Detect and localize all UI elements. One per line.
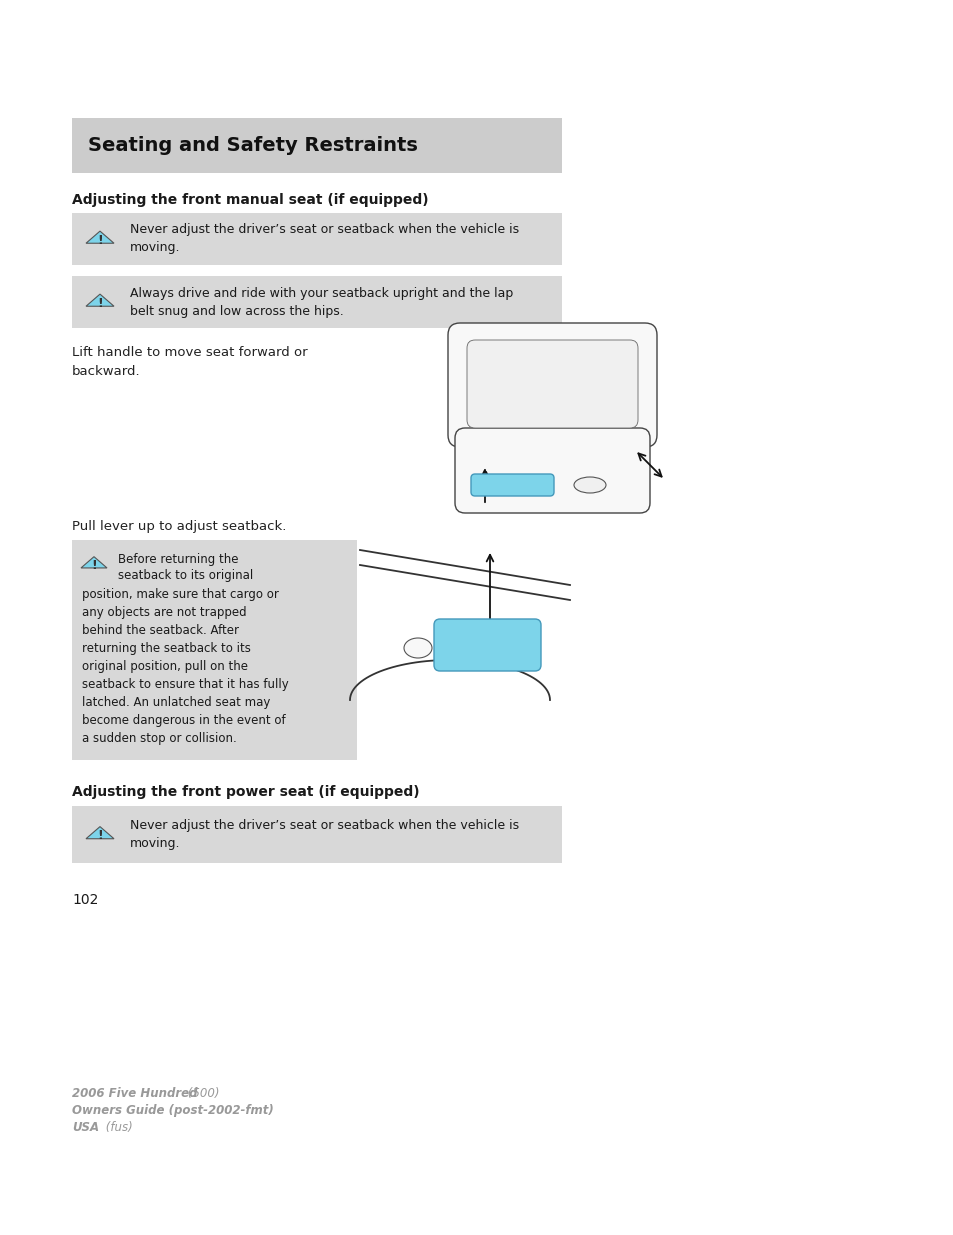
FancyBboxPatch shape (71, 275, 561, 329)
Text: Never adjust the driver’s seat or seatback when the vehicle is
moving.: Never adjust the driver’s seat or seatba… (130, 819, 518, 850)
FancyBboxPatch shape (455, 429, 649, 513)
Text: USA: USA (71, 1121, 99, 1134)
FancyBboxPatch shape (448, 324, 657, 447)
FancyBboxPatch shape (71, 540, 356, 760)
Text: seatback to its original: seatback to its original (118, 569, 253, 582)
Text: Owners Guide (post-2002-fmt): Owners Guide (post-2002-fmt) (71, 1104, 274, 1116)
Ellipse shape (403, 638, 432, 658)
Text: Always drive and ride with your seatback upright and the lap
belt snug and low a: Always drive and ride with your seatback… (130, 287, 513, 317)
Polygon shape (86, 294, 113, 306)
Text: Pull lever up to adjust seatback.: Pull lever up to adjust seatback. (71, 520, 286, 534)
Ellipse shape (574, 477, 605, 493)
Text: Adjusting the front manual seat (if equipped): Adjusting the front manual seat (if equi… (71, 193, 428, 207)
FancyBboxPatch shape (71, 806, 561, 863)
Text: 2006 Five Hundred: 2006 Five Hundred (71, 1087, 197, 1100)
Text: !: ! (91, 558, 97, 572)
Text: !: ! (97, 829, 103, 842)
FancyBboxPatch shape (471, 474, 554, 496)
FancyBboxPatch shape (434, 619, 540, 671)
Text: Never adjust the driver’s seat or seatback when the vehicle is
moving.: Never adjust the driver’s seat or seatba… (130, 224, 518, 254)
Polygon shape (81, 557, 107, 568)
Text: Before returning the: Before returning the (118, 553, 238, 566)
FancyBboxPatch shape (71, 212, 561, 266)
FancyBboxPatch shape (71, 119, 561, 173)
Text: Seating and Safety Restraints: Seating and Safety Restraints (88, 136, 417, 156)
Text: Adjusting the front power seat (if equipped): Adjusting the front power seat (if equip… (71, 785, 419, 799)
Text: position, make sure that cargo or
any objects are not trapped
behind the seatbac: position, make sure that cargo or any ob… (82, 588, 289, 745)
Text: !: ! (97, 296, 103, 310)
Text: (500): (500) (184, 1087, 219, 1100)
Polygon shape (86, 231, 113, 243)
Text: (fus): (fus) (102, 1121, 132, 1134)
Text: !: ! (97, 233, 103, 247)
Text: Lift handle to move seat forward or
backward.: Lift handle to move seat forward or back… (71, 346, 307, 378)
Text: 102: 102 (71, 893, 98, 906)
Polygon shape (86, 826, 113, 839)
FancyBboxPatch shape (467, 340, 638, 429)
